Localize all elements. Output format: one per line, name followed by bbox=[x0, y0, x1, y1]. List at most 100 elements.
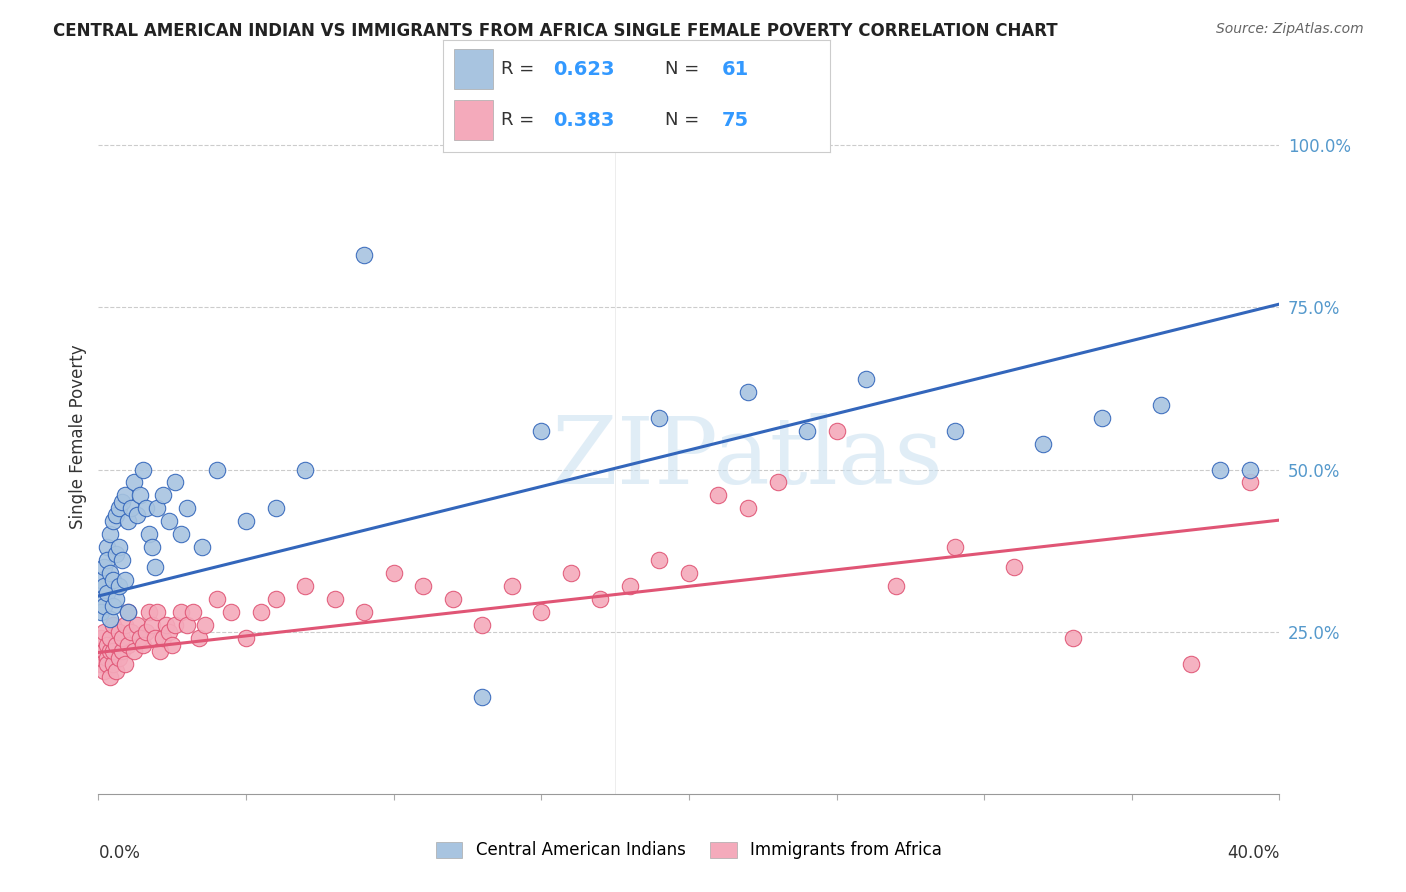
Point bbox=[93, 624, 115, 639]
Point bbox=[170, 527, 193, 541]
Point bbox=[323, 592, 346, 607]
Point bbox=[1239, 475, 1261, 490]
Point bbox=[149, 644, 172, 658]
Point bbox=[648, 410, 671, 425]
Point bbox=[105, 664, 128, 678]
Text: N =: N = bbox=[665, 112, 706, 129]
Point bbox=[165, 618, 187, 632]
Point bbox=[264, 501, 287, 516]
Point bbox=[737, 501, 759, 516]
Point bbox=[353, 605, 375, 619]
Point bbox=[103, 644, 125, 658]
Point bbox=[96, 541, 118, 555]
Point bbox=[135, 624, 157, 639]
Point bbox=[943, 424, 966, 438]
Point bbox=[191, 541, 214, 555]
Point bbox=[103, 599, 125, 613]
Point bbox=[382, 566, 405, 581]
Point bbox=[98, 670, 121, 684]
Point bbox=[132, 462, 155, 476]
Point bbox=[530, 424, 553, 438]
Bar bbox=[454, 49, 494, 89]
Point bbox=[176, 618, 198, 632]
Point bbox=[103, 573, 125, 587]
Point bbox=[471, 690, 494, 704]
Point bbox=[138, 527, 160, 541]
Point bbox=[90, 573, 112, 587]
Text: N =: N = bbox=[665, 60, 706, 78]
Point bbox=[138, 605, 160, 619]
Point bbox=[146, 605, 169, 619]
Point bbox=[98, 527, 121, 541]
Point bbox=[103, 618, 125, 632]
Point bbox=[90, 657, 112, 672]
Point bbox=[93, 579, 115, 593]
Point bbox=[108, 650, 131, 665]
Point bbox=[128, 488, 150, 502]
Point bbox=[294, 462, 316, 476]
Text: 61: 61 bbox=[721, 60, 748, 78]
Point bbox=[1062, 631, 1084, 645]
Point bbox=[194, 618, 217, 632]
Point bbox=[205, 592, 228, 607]
Point bbox=[1002, 559, 1025, 574]
Text: 40.0%: 40.0% bbox=[1227, 844, 1279, 862]
Point bbox=[120, 501, 142, 516]
Point bbox=[1150, 398, 1173, 412]
Y-axis label: Single Female Poverty: Single Female Poverty bbox=[69, 345, 87, 529]
Point bbox=[122, 644, 145, 658]
Point bbox=[943, 541, 966, 555]
Point bbox=[1032, 436, 1054, 450]
Point bbox=[1180, 657, 1202, 672]
Point bbox=[111, 644, 134, 658]
Text: R =: R = bbox=[501, 60, 540, 78]
Point bbox=[90, 605, 112, 619]
Point bbox=[125, 508, 148, 522]
Point bbox=[125, 618, 148, 632]
Point bbox=[707, 488, 730, 502]
Point bbox=[132, 638, 155, 652]
Point bbox=[105, 592, 128, 607]
Point bbox=[96, 638, 118, 652]
Point bbox=[93, 599, 115, 613]
Point bbox=[143, 631, 166, 645]
Point bbox=[96, 586, 118, 600]
Point bbox=[796, 424, 818, 438]
Point bbox=[155, 618, 177, 632]
Point bbox=[122, 475, 145, 490]
Point bbox=[530, 605, 553, 619]
Point bbox=[111, 631, 134, 645]
Point bbox=[619, 579, 641, 593]
Point bbox=[96, 657, 118, 672]
Point bbox=[108, 624, 131, 639]
Point bbox=[766, 475, 789, 490]
Point bbox=[176, 501, 198, 516]
Point bbox=[162, 638, 183, 652]
Point bbox=[560, 566, 582, 581]
Text: ZIPatlas: ZIPatlas bbox=[553, 414, 943, 503]
Point bbox=[93, 559, 115, 574]
Point bbox=[90, 644, 112, 658]
Point bbox=[105, 547, 128, 561]
Point bbox=[589, 592, 612, 607]
Point bbox=[108, 501, 131, 516]
Point bbox=[93, 664, 115, 678]
Point bbox=[1209, 462, 1232, 476]
Point bbox=[114, 657, 136, 672]
Point bbox=[221, 605, 243, 619]
Text: CENTRAL AMERICAN INDIAN VS IMMIGRANTS FROM AFRICA SINGLE FEMALE POVERTY CORRELAT: CENTRAL AMERICAN INDIAN VS IMMIGRANTS FR… bbox=[53, 22, 1059, 40]
Point bbox=[96, 650, 118, 665]
Point bbox=[412, 579, 434, 593]
Point bbox=[103, 515, 125, 529]
Point bbox=[108, 541, 131, 555]
Point bbox=[114, 573, 136, 587]
Point bbox=[152, 488, 174, 502]
Text: 0.623: 0.623 bbox=[553, 60, 614, 78]
Point bbox=[146, 501, 169, 516]
Point bbox=[1239, 462, 1261, 476]
Point bbox=[678, 566, 700, 581]
Point bbox=[103, 657, 125, 672]
Point bbox=[501, 579, 523, 593]
Point bbox=[98, 566, 121, 581]
Point bbox=[98, 631, 121, 645]
